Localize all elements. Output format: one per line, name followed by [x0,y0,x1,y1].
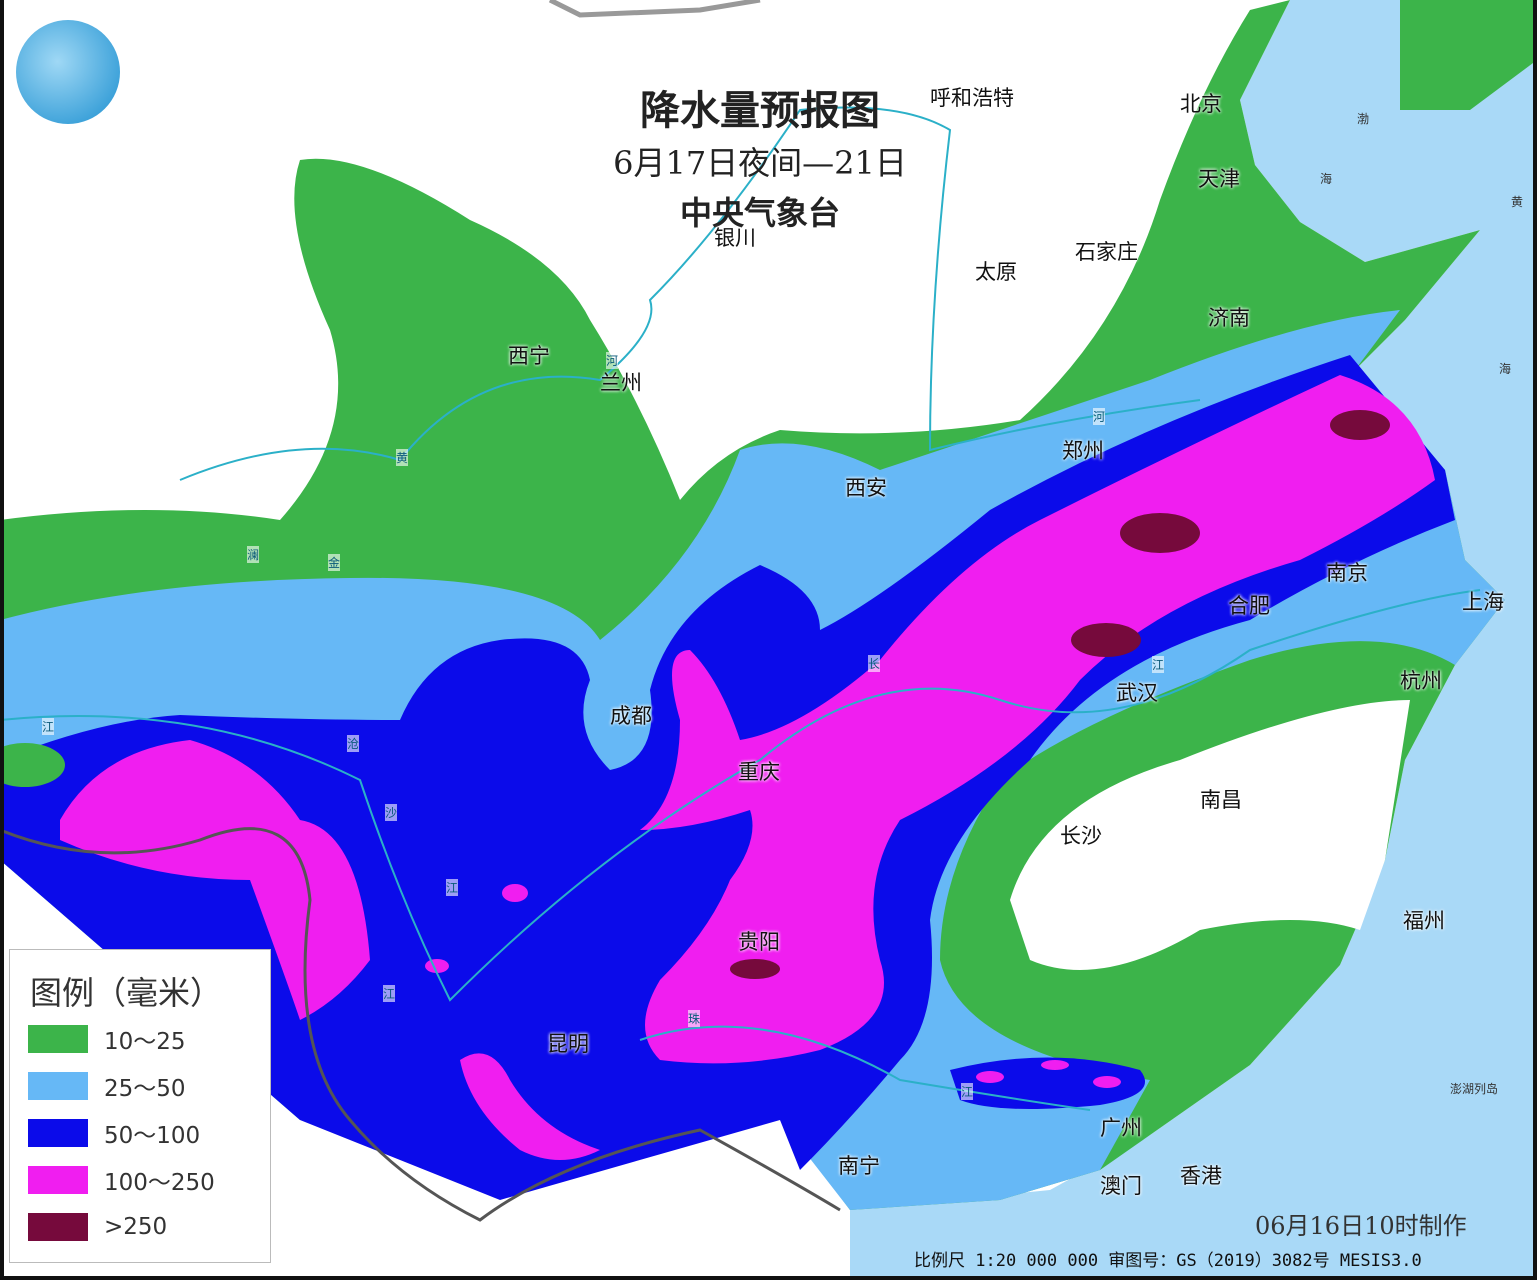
city-label: 杭州 [1400,669,1442,693]
zone-100-250-yunnan [460,1053,600,1160]
zone-100-250-main [640,375,1435,1064]
map-title: 降水量预报图 6月17日夜间—21日 中央气象台 [560,78,960,234]
river-label: 江 [961,1083,974,1100]
city-label: 西宁 [508,344,550,368]
city-label: 重庆 [738,760,780,784]
city-label: 呼和浩特 [930,86,1014,110]
river-label: 黄 [396,449,409,466]
river-label: 江 [446,879,459,896]
legend-item: 100～250 [28,1166,215,1196]
river-label: 金 [328,554,341,571]
city-label: 太原 [975,260,1017,284]
river-label: 江 [383,985,396,1002]
sea-area [850,0,1537,1280]
river-label: 珠 [688,1010,701,1027]
border-line [0,827,841,1222]
legend-label: 25～50 [104,1076,186,1102]
city-label: 济南 [1208,306,1250,330]
city-label: 广州 [1100,1116,1142,1140]
sea-label: 渤 [1357,112,1370,126]
legend-item: 25～50 [28,1072,186,1102]
river-label: 长 [868,655,881,672]
river-label: 河 [1093,408,1106,425]
legend: 图例（毫米） 10～25 25～50 50～100 100～250 >250 [9,949,271,1263]
river-label: 江 [42,718,55,735]
yellow-river [179,106,1201,481]
legend-title: 图例（毫米） [30,974,223,1012]
sea-label: 黄 [1511,195,1524,209]
city-label: 石家庄 [1075,240,1138,264]
legend-label: 10～25 [104,1029,186,1055]
legend-swatch [28,1072,88,1100]
city-label: 贵阳 [738,930,780,954]
zone-100-250-spot [1093,1076,1121,1088]
zone-100-250-spot [502,884,528,902]
zone-100-250-spot [976,1071,1004,1083]
scale-and-approval: 比例尺 1:20 000 000 审图号：GS（2019）3082号 MESIS… [914,1251,1422,1271]
river-label: 沙 [385,804,398,821]
river-label: 沧 [347,735,360,752]
sea-label: 海 [1320,172,1333,186]
zone-10-25-ne [1400,0,1537,110]
city-label: 上海 [1462,590,1504,614]
legend-swatch [28,1025,88,1053]
cma-logo-icon [16,20,120,124]
city-label: 合肥 [1228,594,1270,618]
sea-label: 海 [1499,362,1512,376]
zone-100-250-spot [425,959,449,973]
city-label: 天津 [1198,167,1240,191]
city-label: 长沙 [1060,824,1102,848]
city-label: 银川 [714,226,756,250]
sea-label: 澎湖列岛 [1450,1082,1499,1096]
legend-item: 50～100 [28,1119,201,1149]
city-label: 郑州 [1062,439,1104,463]
zone-10-25-west [0,743,65,787]
city-label: 昆明 [547,1032,589,1056]
city-label: 成都 [610,704,652,728]
zone-100-250-spot [1041,1060,1069,1070]
legend-label: >250 [104,1214,168,1240]
legend-label: 100～250 [104,1170,215,1196]
city-label: 武汉 [1116,681,1158,705]
river-label: 河 [606,352,619,369]
river-label: 澜 [247,546,260,563]
north-border [548,0,761,18]
legend-item: >250 [28,1213,167,1241]
legend-swatch [28,1166,88,1194]
city-label: 澳门 [1100,1174,1142,1198]
zone-250-spot [1071,623,1141,657]
legend-label: 50～100 [104,1123,201,1149]
city-label: 北京 [1180,92,1222,116]
pearl-river [639,1025,1091,1111]
city-label: 南昌 [1200,788,1242,812]
city-label: 南宁 [838,1154,880,1178]
city-label: 西安 [845,476,887,500]
title-period: 6月17日夜间—21日 [613,144,907,182]
legend-swatch [28,1119,88,1147]
city-label: 福州 [1403,909,1445,933]
river-label: 江 [1152,656,1165,673]
zone-250-spot [730,959,780,979]
zone-250-spot [1330,410,1390,440]
legend-swatch [28,1213,88,1241]
production-time: 06月16日10时制作 [1255,1212,1467,1240]
zone-100-250 [60,740,370,1020]
city-label: 兰州 [600,371,642,395]
title-main: 降水量预报图 [640,87,880,134]
zone-250-spot [1120,513,1200,553]
legend-item: 10～25 [28,1025,186,1055]
title-agency: 中央气象台 [679,194,840,232]
city-label: 香港 [1180,1164,1222,1188]
no-rain-southeast [1010,700,1410,970]
yangtze-river [0,589,1481,1002]
city-label: 南京 [1326,561,1368,585]
